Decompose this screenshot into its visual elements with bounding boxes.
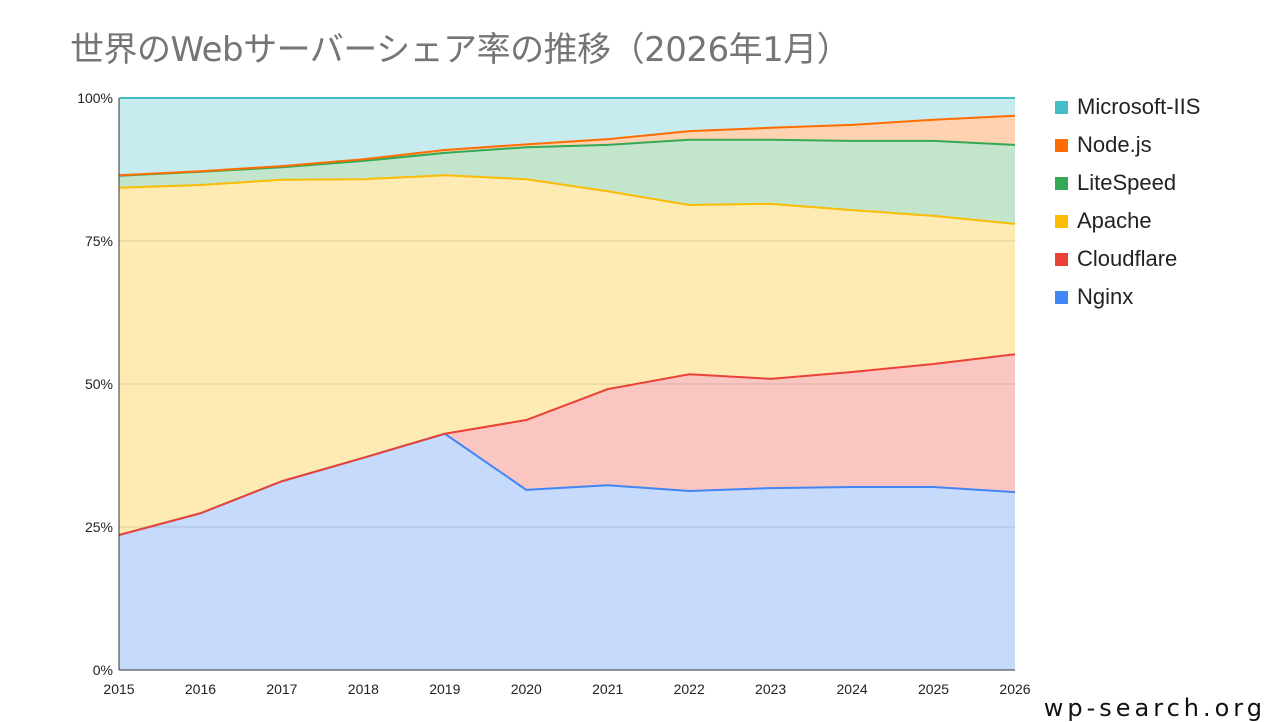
chart-title: 世界のWebサーバーシェア率の推移（2026年1月） [70, 30, 851, 70]
legend-item: Node.js [1055, 126, 1200, 164]
area-apache [119, 175, 1015, 536]
y-tick-label: 0% [93, 662, 113, 678]
legend-swatch [1055, 214, 1068, 228]
x-tick-label: 2025 [918, 681, 949, 697]
x-tick-label: 2021 [592, 681, 623, 697]
legend-label: Microsoft-IIS [1077, 94, 1201, 119]
x-tick-label: 2022 [674, 681, 705, 697]
line-apache [118, 174, 1016, 225]
legend-swatch [1055, 290, 1068, 304]
x-tick-label: 2016 [185, 681, 216, 697]
area-microsoft-iis [119, 98, 1015, 176]
legend-swatch [1055, 100, 1068, 114]
x-tick-label: 2017 [266, 681, 297, 697]
legend-item: Apache [1055, 202, 1200, 240]
legend-label: Node.js [1077, 132, 1152, 157]
x-tick-label: 2020 [511, 681, 542, 697]
area-litespeed [119, 139, 1015, 224]
legend-label: Nginx [1077, 284, 1134, 309]
x-tick-label: 2026 [999, 681, 1030, 697]
line-litespeed [118, 138, 1016, 177]
legend-item: Nginx [1055, 278, 1200, 316]
x-tick-label: 2015 [103, 681, 134, 697]
legend: Microsoft-IIS Node.js LiteSpeed Apache Cloud… [1055, 88, 1200, 316]
legend-label: Apache [1077, 208, 1152, 233]
legend-swatch [1055, 252, 1068, 266]
site-watermark: wp-search.org [1043, 694, 1266, 722]
legend-label: LiteSpeed [1077, 170, 1177, 195]
area-cloudflare [119, 354, 1015, 536]
legend-swatch [1055, 138, 1068, 152]
legend-swatch [1055, 176, 1068, 190]
y-tick-label: 75% [85, 233, 113, 249]
x-tick-label: 2024 [837, 681, 868, 697]
line-node.js [118, 114, 1016, 177]
x-tick-label: 2019 [429, 681, 460, 697]
x-tick-label: 2018 [348, 681, 379, 697]
line-cloudflare [118, 353, 1016, 536]
y-tick-label: 100% [77, 90, 113, 106]
legend-item: Cloudflare [1055, 240, 1200, 278]
area-nginx [119, 433, 1015, 670]
y-tick-label: 25% [85, 519, 113, 535]
y-tick-label: 50% [85, 376, 113, 392]
legend-item: LiteSpeed [1055, 164, 1200, 202]
legend-label: Cloudflare [1077, 246, 1178, 271]
legend-item: Microsoft-IIS [1055, 88, 1200, 126]
x-tick-label: 2023 [755, 681, 786, 697]
